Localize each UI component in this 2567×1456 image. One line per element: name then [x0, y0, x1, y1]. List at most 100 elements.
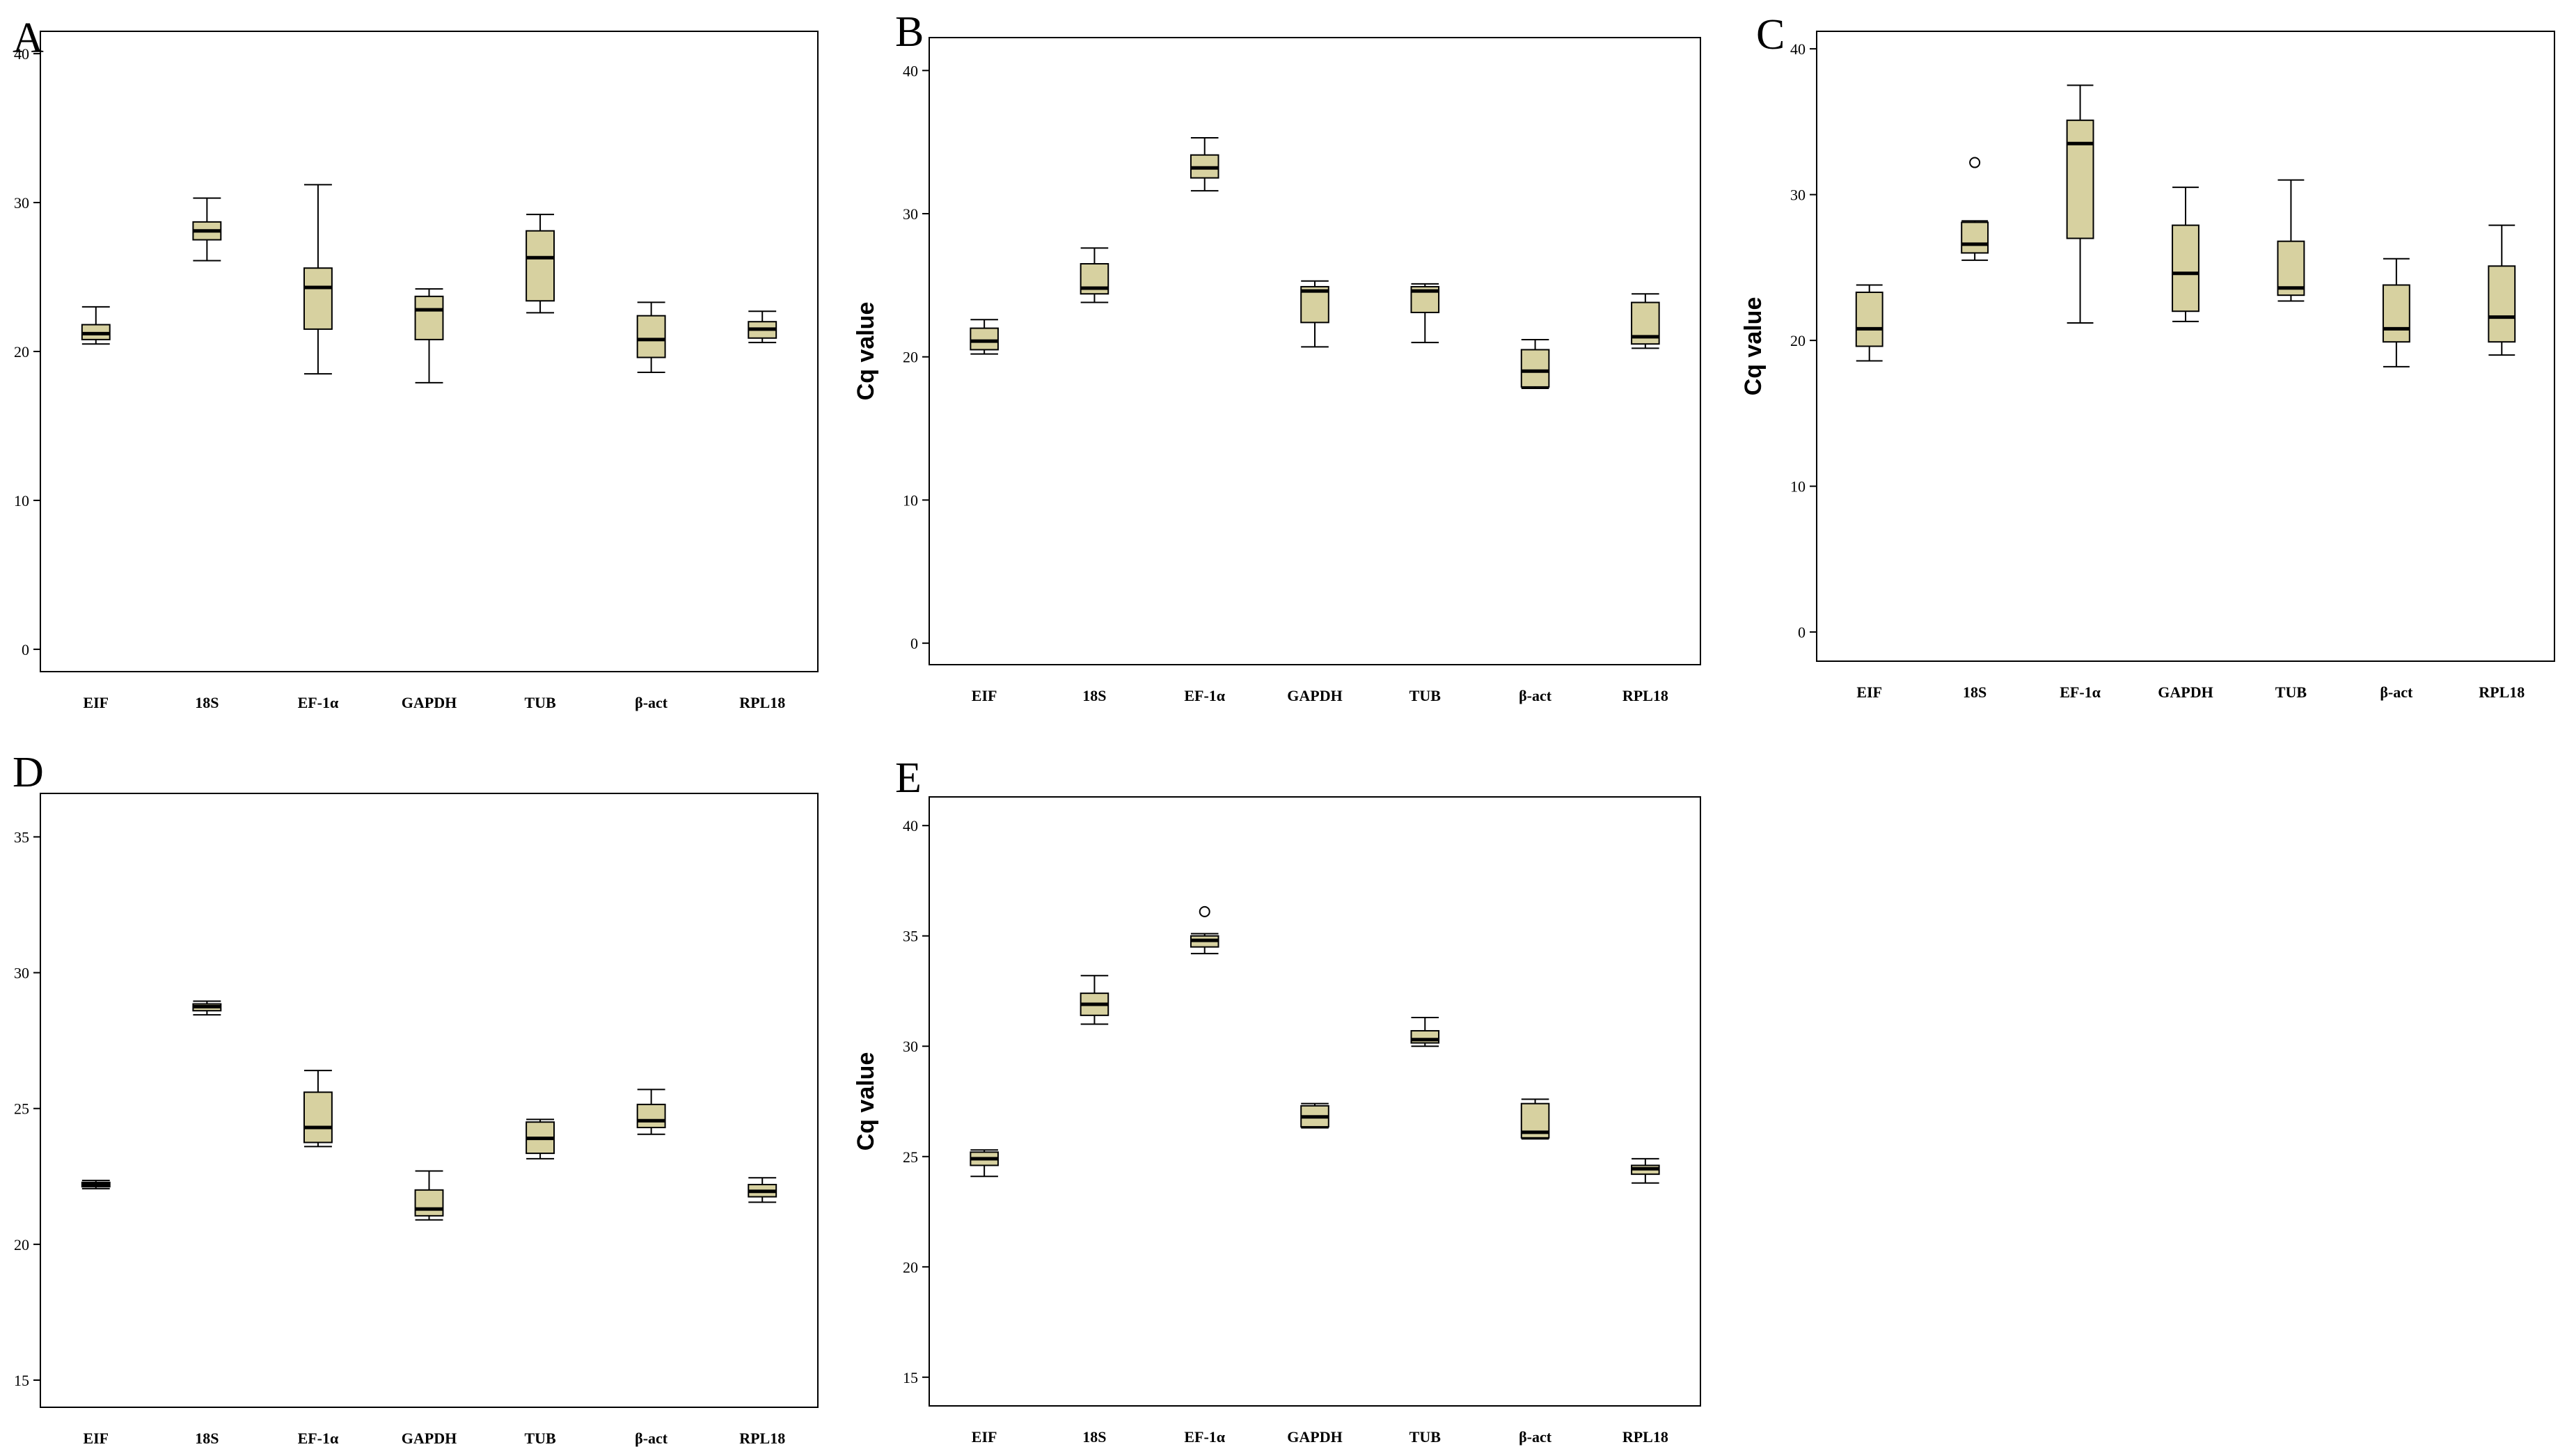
iqr-box: [414, 295, 444, 340]
iqr-box: [2488, 265, 2516, 343]
box-RPL18: [2488, 224, 2516, 356]
box-18S: [1961, 157, 1989, 261]
box-18S: [1080, 974, 1109, 1025]
x-category-label: GAPDH: [1287, 687, 1342, 704]
x-category-label: EF-1α: [298, 694, 339, 711]
iqr-box: [414, 1189, 444, 1217]
x-category-label: GAPDH: [2158, 683, 2213, 701]
x-category-label: EIF: [972, 1428, 997, 1446]
box-TUB: [1410, 283, 1440, 344]
panel-label: D: [13, 749, 44, 796]
box-EIF: [1855, 284, 1883, 362]
y-axis-title: Cq value: [1740, 297, 1767, 396]
y-tick-label: 0: [22, 641, 29, 658]
iqr-box: [970, 327, 999, 351]
iqr-box: [2382, 284, 2410, 343]
x-category-label: β-act: [635, 694, 668, 711]
x-category-label: TUB: [524, 694, 556, 711]
y-tick-label: 10: [14, 492, 29, 509]
plot-area-frame: [1816, 31, 2555, 662]
box-GAPDH: [414, 1170, 444, 1221]
y-tick-label: 15: [14, 1372, 29, 1389]
box-EIF: [970, 319, 999, 355]
box-TUB: [526, 214, 555, 314]
x-category-label: 18S: [195, 694, 219, 711]
box-EF-1α: [1190, 905, 1219, 955]
x-category-label: TUB: [1409, 1428, 1442, 1446]
box-EF-1α: [2066, 84, 2094, 324]
iqr-box: [1520, 349, 1550, 388]
chart-panel-D: DCq value1520253035EIF18SEF-1αGAPDHTUBβ-…: [13, 749, 819, 1447]
y-tick-label: 10: [1790, 478, 1806, 496]
panel-label: E: [895, 754, 922, 802]
iqr-box: [636, 315, 666, 358]
y-axis-title: Cq value: [853, 302, 879, 401]
y-tick-label: 25: [903, 1148, 918, 1166]
y-tick-label: 40: [1790, 40, 1806, 58]
box-EF-1α: [1190, 136, 1219, 192]
x-category-label: EIF: [972, 687, 997, 704]
box-EIF: [81, 306, 111, 345]
x-category-label: RPL18: [1622, 687, 1668, 704]
iqr-box: [303, 1091, 333, 1144]
plot-area-frame: [40, 793, 819, 1408]
chart-panel-A: ACq value010203040EIF18SEF-1αGAPDHTUBβ-a…: [13, 15, 819, 711]
x-category-label: TUB: [2275, 683, 2307, 701]
y-tick-label: 20: [903, 349, 918, 366]
iqr-box: [2066, 119, 2094, 239]
box-EIF: [81, 1180, 111, 1189]
y-tick-label: 40: [903, 817, 918, 834]
box-18S: [192, 197, 222, 262]
y-tick-label: 30: [14, 194, 29, 212]
y-tick-label: 20: [14, 343, 29, 361]
box-β-act: [636, 301, 666, 373]
x-category-label: GAPDH: [402, 694, 457, 711]
y-tick-label: 40: [14, 45, 29, 63]
y-tick-label: 0: [1798, 624, 1806, 641]
x-category-label: 18S: [195, 1430, 219, 1447]
box-RPL18: [748, 1177, 777, 1203]
chart-panel-C: C Cq value 0 10 20 30 40 EIF 18S EF-1α GAPDH TUB β-a…: [1740, 11, 2555, 701]
box-TUB: [526, 1118, 555, 1160]
box-GAPDH: [2172, 187, 2199, 322]
box-EIF: [970, 1149, 999, 1178]
box-TUB: [2277, 179, 2305, 302]
iqr-box: [1961, 221, 1989, 254]
y-tick-label: 10: [903, 491, 918, 509]
x-category-label: GAPDH: [402, 1430, 457, 1447]
x-category-label: EF-1α: [298, 1430, 339, 1447]
x-category-label: GAPDH: [1287, 1428, 1342, 1446]
x-category-label: β-act: [2380, 683, 2413, 701]
plot-area-frame: [929, 37, 1701, 665]
y-tick-label: 35: [14, 828, 29, 846]
box-β-act: [636, 1089, 666, 1135]
x-category-label: RPL18: [1622, 1428, 1668, 1446]
x-category-label: EIF: [83, 1430, 109, 1447]
y-tick-label: 30: [1790, 187, 1806, 204]
y-tick-label: 30: [14, 965, 29, 982]
outlier-point: [1199, 905, 1210, 917]
y-axis-title: Cq value: [853, 1052, 879, 1151]
x-category-label: β-act: [1519, 1428, 1552, 1446]
iqr-box: [303, 267, 333, 330]
x-category-label: EF-1α: [1184, 687, 1225, 704]
box-RPL18: [748, 310, 777, 344]
box-β-act: [2382, 258, 2410, 367]
y-tick-label: 35: [903, 928, 918, 945]
box-β-act: [1520, 339, 1550, 389]
x-category-label: EF-1α: [1184, 1428, 1225, 1446]
chart-panel-B: B Cq value 0 10 20 30 40 EIF 18S EF-1α GAPDH TUB β-a…: [853, 8, 1701, 704]
x-category-label: EF-1α: [2060, 683, 2101, 701]
box-18S: [192, 1000, 222, 1016]
plot-area-frame: [40, 31, 819, 672]
chart-panel-E: E Cq value 15 20 25 30 35 40 EIF 18S EF-1α GAPDH TUB…: [853, 754, 1701, 1446]
y-tick-label: 40: [903, 62, 918, 79]
iqr-box: [1855, 291, 1883, 347]
x-category-label: 18S: [1082, 1428, 1106, 1446]
iqr-box: [636, 1103, 666, 1129]
x-category-label: RPL18: [739, 694, 785, 711]
x-category-label: TUB: [1409, 687, 1442, 704]
y-tick-label: 25: [14, 1100, 29, 1118]
box-18S: [1080, 247, 1109, 303]
